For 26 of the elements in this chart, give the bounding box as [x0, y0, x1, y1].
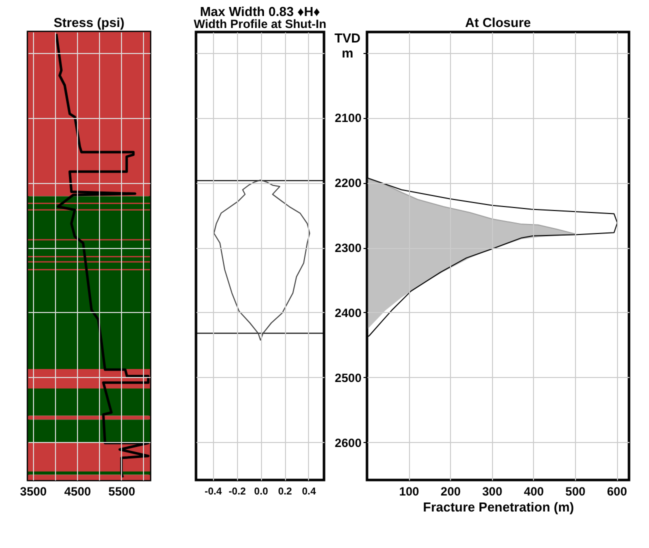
chart-title: At Closure	[465, 15, 531, 30]
x-tick-label: 3500	[20, 484, 48, 498]
x-tick-label: 300	[482, 484, 503, 498]
x-tick-label: -0.2	[228, 486, 246, 498]
x-tick-label: 200	[440, 484, 462, 498]
y-tick-label: 2100	[334, 111, 362, 126]
y-tick-label: 2400	[334, 306, 362, 320]
chart-subtitle: Width Profile at Shut-In	[194, 17, 326, 31]
x-tick-label: 0.0	[254, 486, 268, 498]
chart-title: Stress (psi)	[54, 15, 124, 30]
x-tick-label: 400	[524, 484, 544, 498]
x-tick-label: 5500	[108, 484, 136, 498]
y-tick-label: 2200	[334, 176, 362, 190]
x-tick-label: 0.4	[302, 486, 316, 498]
y-tick-label: 2300	[334, 241, 362, 256]
x-tick-label: 4500	[64, 484, 92, 498]
x-tick-label: 500	[565, 484, 586, 498]
x-tick-label: -0.4	[204, 486, 222, 498]
x-tick-label: 0.2	[278, 486, 292, 498]
y-axis-title: TVD m	[334, 30, 360, 60]
x-tick-label: 600	[607, 484, 628, 498]
x-tick-label: 100	[399, 484, 420, 498]
y-tick-label: 2500	[334, 370, 362, 385]
y-tick-label: 2600	[334, 436, 362, 450]
chart-title: Max Width 0.83 ♦H♦	[200, 4, 320, 19]
x-axis-title: Fracture Penetration (m)	[423, 500, 574, 514]
